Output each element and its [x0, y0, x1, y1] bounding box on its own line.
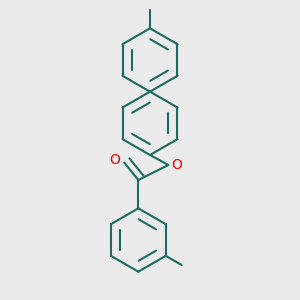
Text: O: O [171, 158, 182, 172]
Text: O: O [110, 153, 120, 167]
